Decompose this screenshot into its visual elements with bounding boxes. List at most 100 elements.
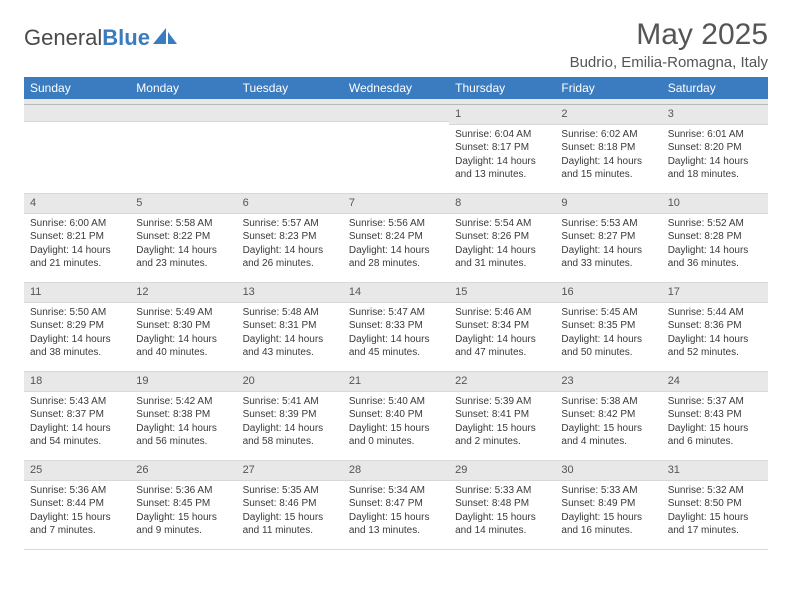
- day-number: 9: [555, 194, 661, 214]
- day-data: Sunrise: 5:41 AMSunset: 8:39 PMDaylight:…: [237, 392, 343, 453]
- day-data: Sunrise: 5:58 AMSunset: 8:22 PMDaylight:…: [130, 214, 236, 275]
- daylight-text: Daylight: 14 hours and 31 minutes.: [455, 244, 549, 271]
- day-cell: 14Sunrise: 5:47 AMSunset: 8:33 PMDayligh…: [343, 283, 449, 371]
- day-data: Sunrise: 5:46 AMSunset: 8:34 PMDaylight:…: [449, 303, 555, 364]
- day-cell: 1Sunrise: 6:04 AMSunset: 8:17 PMDaylight…: [449, 105, 555, 193]
- sunrise-text: Sunrise: 5:38 AM: [561, 395, 655, 409]
- daylight-text: Daylight: 14 hours and 58 minutes.: [243, 422, 337, 449]
- sunrise-text: Sunrise: 5:41 AM: [243, 395, 337, 409]
- day-number: 2: [555, 105, 661, 125]
- day-data: Sunrise: 5:37 AMSunset: 8:43 PMDaylight:…: [662, 392, 768, 453]
- daylight-text: Daylight: 15 hours and 17 minutes.: [668, 511, 762, 538]
- day-cell: 21Sunrise: 5:40 AMSunset: 8:40 PMDayligh…: [343, 372, 449, 460]
- day-number: 6: [237, 194, 343, 214]
- day-cell: 18Sunrise: 5:43 AMSunset: 8:37 PMDayligh…: [24, 372, 130, 460]
- sunrise-text: Sunrise: 5:47 AM: [349, 306, 443, 320]
- daylight-text: Daylight: 14 hours and 52 minutes.: [668, 333, 762, 360]
- day-cell: 7Sunrise: 5:56 AMSunset: 8:24 PMDaylight…: [343, 194, 449, 282]
- daylight-text: Daylight: 15 hours and 11 minutes.: [243, 511, 337, 538]
- day-data: Sunrise: 5:53 AMSunset: 8:27 PMDaylight:…: [555, 214, 661, 275]
- day-cell: 2Sunrise: 6:02 AMSunset: 8:18 PMDaylight…: [555, 105, 661, 193]
- day-number: [237, 105, 343, 122]
- daylight-text: Daylight: 15 hours and 13 minutes.: [349, 511, 443, 538]
- weekday-header: Monday: [130, 77, 236, 99]
- day-cell: [237, 105, 343, 193]
- daylight-text: Daylight: 14 hours and 43 minutes.: [243, 333, 337, 360]
- daylight-text: Daylight: 15 hours and 2 minutes.: [455, 422, 549, 449]
- sunset-text: Sunset: 8:43 PM: [668, 408, 762, 422]
- week-row: 1Sunrise: 6:04 AMSunset: 8:17 PMDaylight…: [24, 105, 768, 194]
- sunrise-text: Sunrise: 5:48 AM: [243, 306, 337, 320]
- day-number: 23: [555, 372, 661, 392]
- sunrise-text: Sunrise: 5:39 AM: [455, 395, 549, 409]
- sunrise-text: Sunrise: 6:04 AM: [455, 128, 549, 142]
- sunset-text: Sunset: 8:23 PM: [243, 230, 337, 244]
- sunset-text: Sunset: 8:47 PM: [349, 497, 443, 511]
- sunset-text: Sunset: 8:28 PM: [668, 230, 762, 244]
- daylight-text: Daylight: 14 hours and 56 minutes.: [136, 422, 230, 449]
- day-data: Sunrise: 5:33 AMSunset: 8:48 PMDaylight:…: [449, 481, 555, 542]
- day-cell: 19Sunrise: 5:42 AMSunset: 8:38 PMDayligh…: [130, 372, 236, 460]
- day-number: 10: [662, 194, 768, 214]
- sunset-text: Sunset: 8:24 PM: [349, 230, 443, 244]
- sunrise-text: Sunrise: 5:46 AM: [455, 306, 549, 320]
- daylight-text: Daylight: 14 hours and 40 minutes.: [136, 333, 230, 360]
- day-data: Sunrise: 5:42 AMSunset: 8:38 PMDaylight:…: [130, 392, 236, 453]
- sunset-text: Sunset: 8:49 PM: [561, 497, 655, 511]
- day-number: 1: [449, 105, 555, 125]
- sunset-text: Sunset: 8:31 PM: [243, 319, 337, 333]
- day-data: Sunrise: 6:01 AMSunset: 8:20 PMDaylight:…: [662, 125, 768, 186]
- daylight-text: Daylight: 15 hours and 16 minutes.: [561, 511, 655, 538]
- daylight-text: Daylight: 15 hours and 9 minutes.: [136, 511, 230, 538]
- day-cell: 8Sunrise: 5:54 AMSunset: 8:26 PMDaylight…: [449, 194, 555, 282]
- sunset-text: Sunset: 8:45 PM: [136, 497, 230, 511]
- day-data: Sunrise: 5:38 AMSunset: 8:42 PMDaylight:…: [555, 392, 661, 453]
- calendar-page: GeneralBlue May 2025 Budrio, Emilia-Roma…: [0, 0, 792, 560]
- weekday-header: Friday: [555, 77, 661, 99]
- header: GeneralBlue May 2025 Budrio, Emilia-Roma…: [24, 18, 768, 71]
- sunset-text: Sunset: 8:33 PM: [349, 319, 443, 333]
- day-data: Sunrise: 5:50 AMSunset: 8:29 PMDaylight:…: [24, 303, 130, 364]
- day-cell: 27Sunrise: 5:35 AMSunset: 8:46 PMDayligh…: [237, 461, 343, 549]
- day-data: Sunrise: 5:39 AMSunset: 8:41 PMDaylight:…: [449, 392, 555, 453]
- sunrise-text: Sunrise: 6:01 AM: [668, 128, 762, 142]
- day-number: 4: [24, 194, 130, 214]
- sunrise-text: Sunrise: 5:54 AM: [455, 217, 549, 231]
- daylight-text: Daylight: 14 hours and 13 minutes.: [455, 155, 549, 182]
- logo-word-blue: Blue: [102, 25, 150, 50]
- sunset-text: Sunset: 8:50 PM: [668, 497, 762, 511]
- sunrise-text: Sunrise: 5:50 AM: [30, 306, 124, 320]
- day-cell: 10Sunrise: 5:52 AMSunset: 8:28 PMDayligh…: [662, 194, 768, 282]
- sunrise-text: Sunrise: 5:35 AM: [243, 484, 337, 498]
- logo-sail-icon: [153, 26, 177, 51]
- sunset-text: Sunset: 8:40 PM: [349, 408, 443, 422]
- day-cell: [130, 105, 236, 193]
- day-number: [343, 105, 449, 122]
- sunrise-text: Sunrise: 5:49 AM: [136, 306, 230, 320]
- day-number: 3: [662, 105, 768, 125]
- sunrise-text: Sunrise: 5:33 AM: [561, 484, 655, 498]
- sunrise-text: Sunrise: 5:58 AM: [136, 217, 230, 231]
- sunset-text: Sunset: 8:37 PM: [30, 408, 124, 422]
- sunset-text: Sunset: 8:26 PM: [455, 230, 549, 244]
- sunrise-text: Sunrise: 5:33 AM: [455, 484, 549, 498]
- sunrise-text: Sunrise: 5:42 AM: [136, 395, 230, 409]
- day-data: Sunrise: 5:57 AMSunset: 8:23 PMDaylight:…: [237, 214, 343, 275]
- day-data: Sunrise: 5:34 AMSunset: 8:47 PMDaylight:…: [343, 481, 449, 542]
- week-row: 11Sunrise: 5:50 AMSunset: 8:29 PMDayligh…: [24, 283, 768, 372]
- weekday-header-row: Sunday Monday Tuesday Wednesday Thursday…: [24, 77, 768, 99]
- daylight-text: Daylight: 14 hours and 21 minutes.: [30, 244, 124, 271]
- weekday-header: Tuesday: [237, 77, 343, 99]
- day-cell: 29Sunrise: 5:33 AMSunset: 8:48 PMDayligh…: [449, 461, 555, 549]
- day-cell: 22Sunrise: 5:39 AMSunset: 8:41 PMDayligh…: [449, 372, 555, 460]
- daylight-text: Daylight: 15 hours and 4 minutes.: [561, 422, 655, 449]
- daylight-text: Daylight: 14 hours and 45 minutes.: [349, 333, 443, 360]
- sunrise-text: Sunrise: 5:40 AM: [349, 395, 443, 409]
- title-block: May 2025 Budrio, Emilia-Romagna, Italy: [570, 18, 768, 71]
- day-cell: 6Sunrise: 5:57 AMSunset: 8:23 PMDaylight…: [237, 194, 343, 282]
- day-cell: [343, 105, 449, 193]
- day-cell: 17Sunrise: 5:44 AMSunset: 8:36 PMDayligh…: [662, 283, 768, 371]
- sunrise-text: Sunrise: 5:43 AM: [30, 395, 124, 409]
- day-cell: 12Sunrise: 5:49 AMSunset: 8:30 PMDayligh…: [130, 283, 236, 371]
- day-data: Sunrise: 5:36 AMSunset: 8:44 PMDaylight:…: [24, 481, 130, 542]
